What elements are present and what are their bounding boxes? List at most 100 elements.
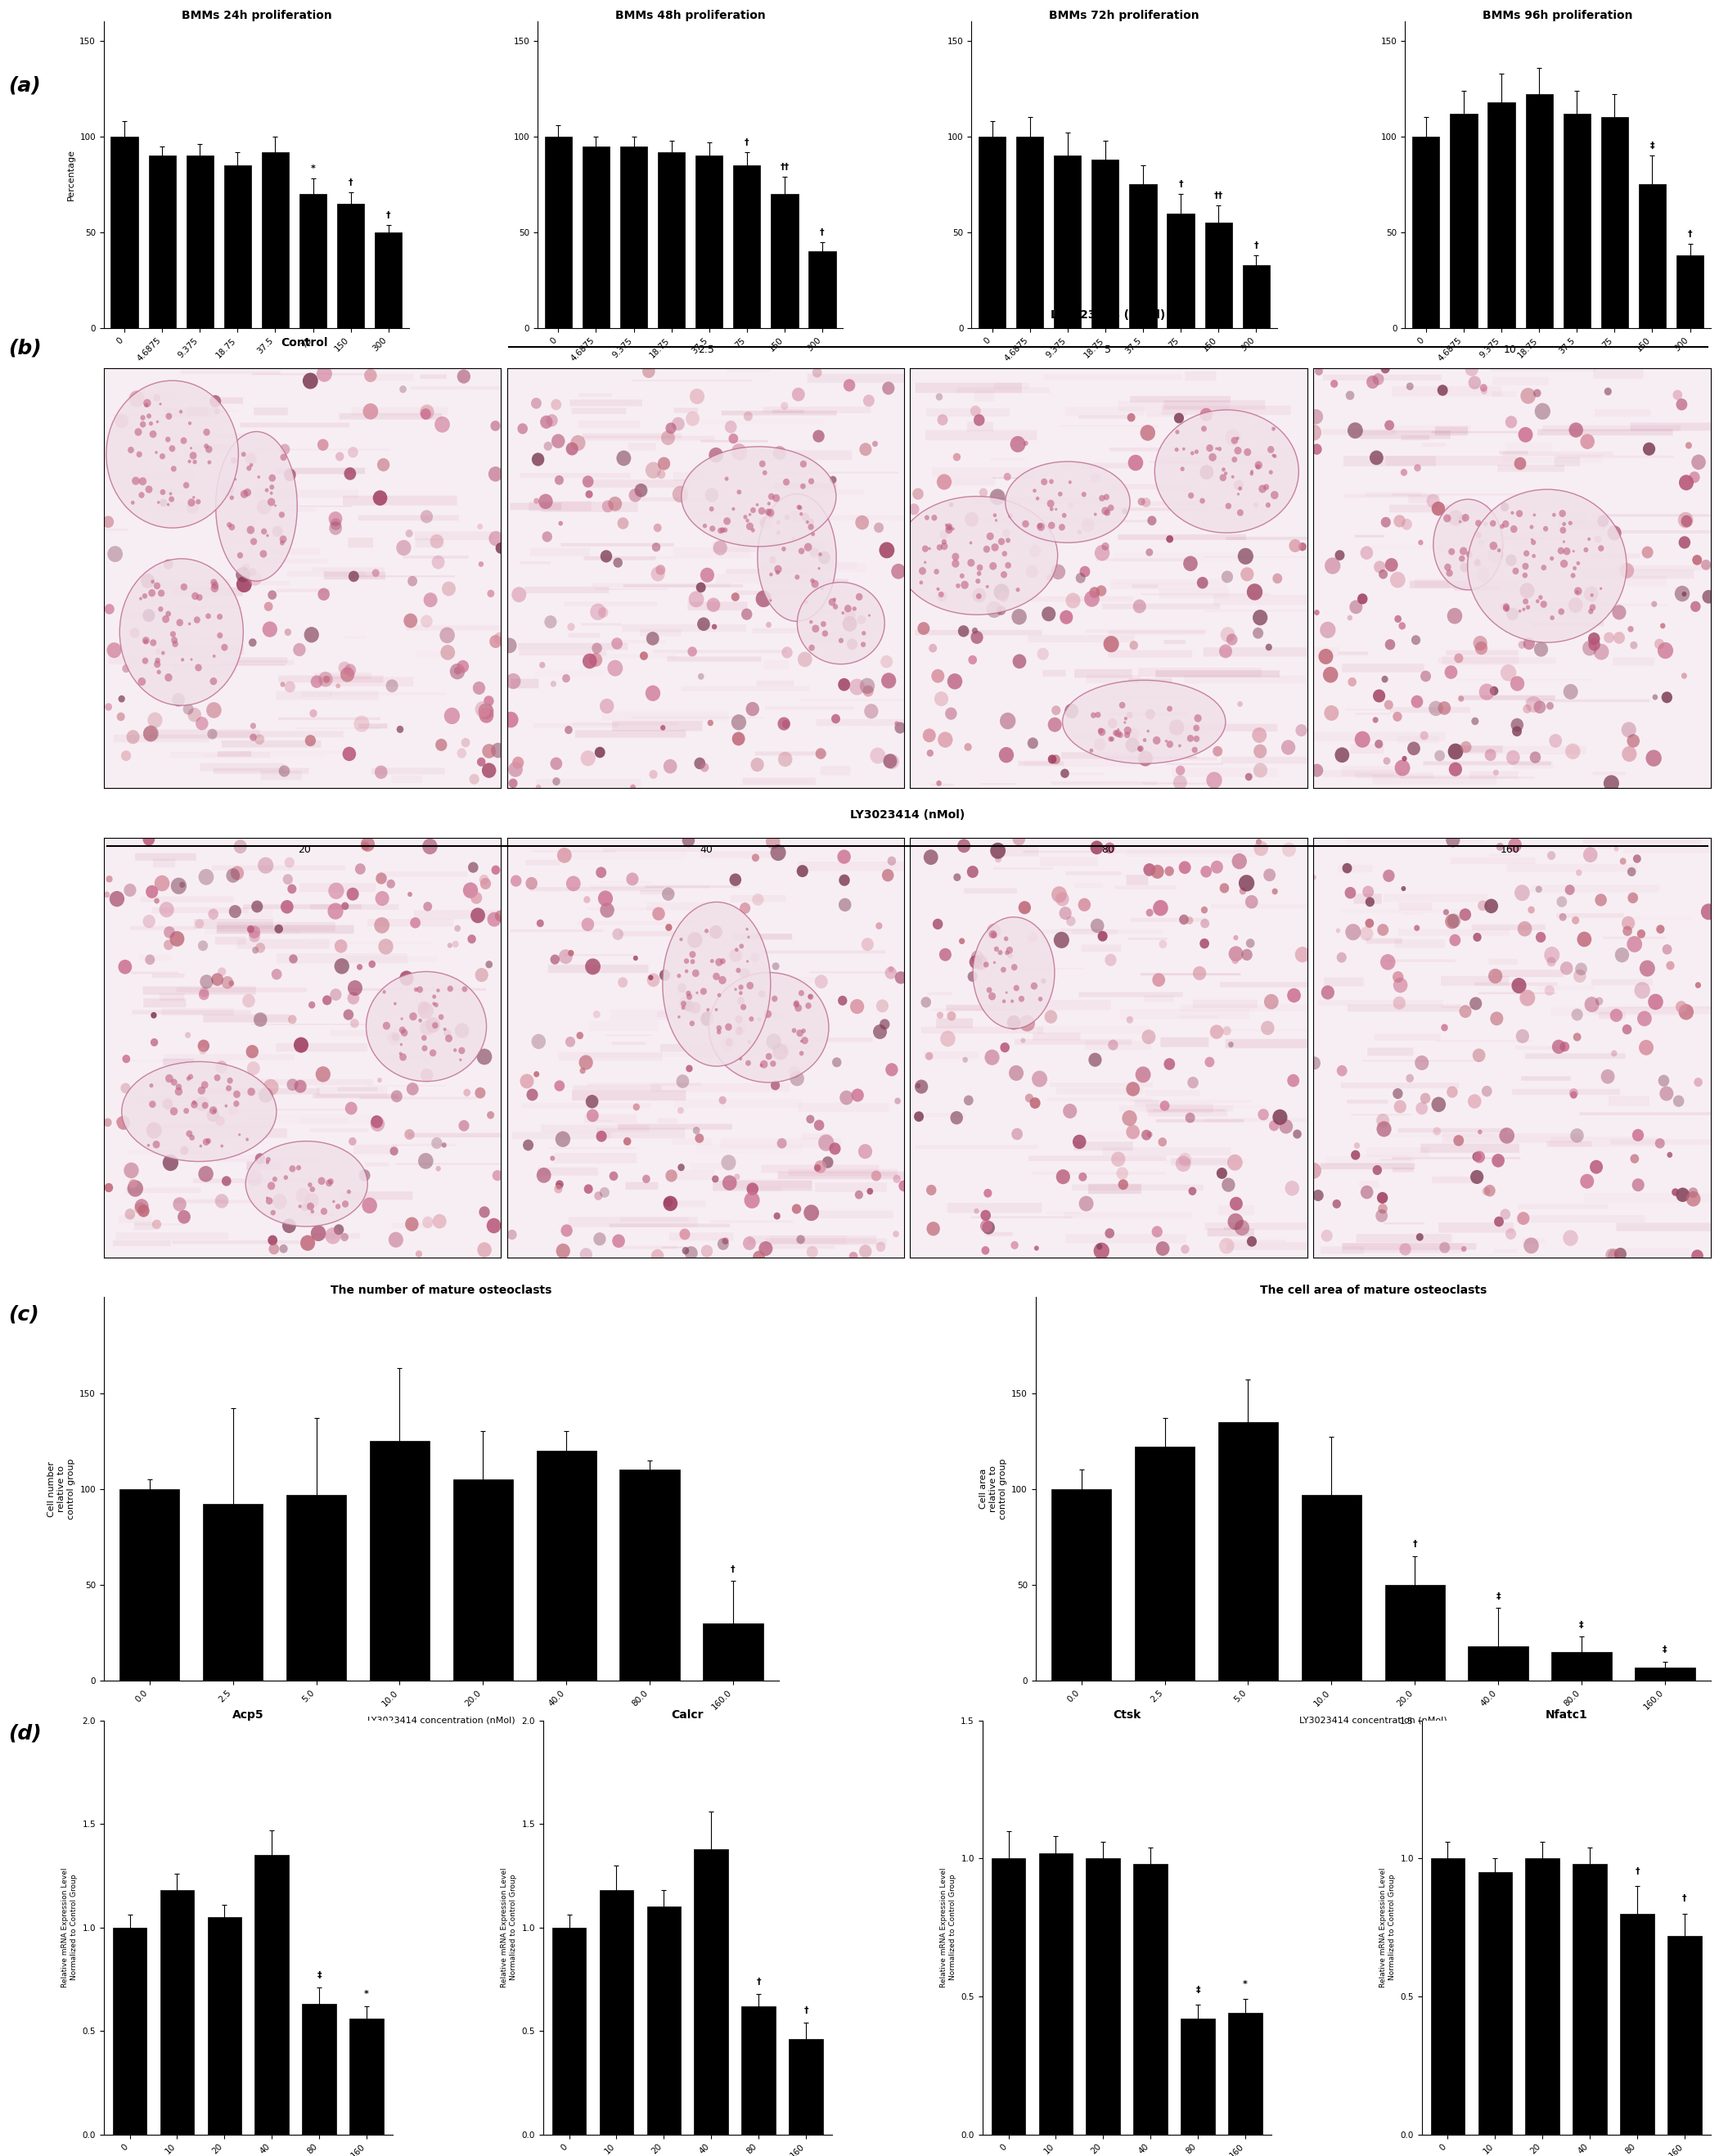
Circle shape <box>475 968 489 981</box>
Circle shape <box>885 755 899 770</box>
Circle shape <box>1104 1229 1115 1238</box>
Circle shape <box>1293 1130 1301 1138</box>
Circle shape <box>712 972 721 981</box>
Circle shape <box>188 707 200 722</box>
Circle shape <box>503 711 518 729</box>
Circle shape <box>327 1179 332 1186</box>
Circle shape <box>990 563 997 569</box>
Circle shape <box>1163 1059 1175 1069</box>
Circle shape <box>634 483 648 498</box>
Circle shape <box>828 597 836 606</box>
FancyBboxPatch shape <box>1085 630 1206 634</box>
Circle shape <box>1348 614 1353 621</box>
FancyBboxPatch shape <box>1227 1242 1334 1250</box>
Circle shape <box>1600 586 1602 591</box>
Circle shape <box>871 1171 881 1181</box>
FancyBboxPatch shape <box>726 569 814 573</box>
Circle shape <box>937 392 943 401</box>
Bar <box>1572 1865 1607 2134</box>
Circle shape <box>458 1048 465 1054</box>
Circle shape <box>1590 604 1595 610</box>
Bar <box>1526 1858 1560 2134</box>
Bar <box>741 2005 776 2134</box>
Circle shape <box>1560 526 1566 533</box>
Circle shape <box>987 923 1001 938</box>
Circle shape <box>766 1052 772 1061</box>
Circle shape <box>1075 573 1085 584</box>
Circle shape <box>233 1091 240 1097</box>
Circle shape <box>230 496 233 500</box>
Circle shape <box>947 1011 956 1020</box>
Circle shape <box>1566 744 1581 759</box>
Circle shape <box>1208 453 1217 461</box>
FancyBboxPatch shape <box>147 489 183 494</box>
FancyBboxPatch shape <box>518 642 627 649</box>
FancyBboxPatch shape <box>688 602 748 610</box>
Circle shape <box>1056 893 1070 906</box>
Circle shape <box>363 403 378 420</box>
Circle shape <box>864 703 878 718</box>
Text: (b): (b) <box>9 338 41 358</box>
Circle shape <box>1185 916 1194 925</box>
FancyBboxPatch shape <box>1132 584 1158 589</box>
FancyBboxPatch shape <box>1443 1134 1581 1143</box>
Circle shape <box>180 410 183 414</box>
Circle shape <box>416 985 423 994</box>
FancyBboxPatch shape <box>1455 746 1503 752</box>
Circle shape <box>1576 561 1579 565</box>
Y-axis label: Relative mRNA Expression Level
Normalized to Control Group: Relative mRNA Expression Level Normalize… <box>1379 1867 1396 1988</box>
Circle shape <box>301 1235 314 1250</box>
Circle shape <box>211 582 219 589</box>
Circle shape <box>781 401 788 410</box>
FancyBboxPatch shape <box>964 888 1018 893</box>
Circle shape <box>142 573 156 589</box>
Circle shape <box>776 530 781 535</box>
Circle shape <box>190 1134 195 1141</box>
Circle shape <box>971 951 983 964</box>
Circle shape <box>1286 1181 1299 1197</box>
Circle shape <box>423 901 432 912</box>
Circle shape <box>118 694 124 703</box>
FancyBboxPatch shape <box>1064 1212 1192 1218</box>
FancyBboxPatch shape <box>213 768 309 774</box>
Circle shape <box>1598 545 1604 552</box>
Circle shape <box>1505 416 1517 429</box>
Circle shape <box>1268 1121 1279 1132</box>
Circle shape <box>899 1179 909 1192</box>
FancyBboxPatch shape <box>994 384 1030 388</box>
Circle shape <box>594 746 605 759</box>
Circle shape <box>1185 1112 1196 1123</box>
Circle shape <box>1201 425 1206 431</box>
FancyBboxPatch shape <box>105 528 128 530</box>
Circle shape <box>1220 627 1236 642</box>
Circle shape <box>199 869 214 886</box>
Circle shape <box>539 494 553 509</box>
Text: *: * <box>365 1990 370 1999</box>
Bar <box>1526 95 1553 328</box>
FancyBboxPatch shape <box>240 423 349 427</box>
Circle shape <box>1671 1188 1680 1197</box>
Circle shape <box>785 515 790 520</box>
Circle shape <box>746 936 750 938</box>
Text: †: † <box>1255 241 1258 250</box>
Circle shape <box>582 476 594 487</box>
FancyBboxPatch shape <box>1614 565 1726 571</box>
Circle shape <box>821 621 826 627</box>
FancyBboxPatch shape <box>950 828 1070 839</box>
FancyBboxPatch shape <box>985 517 1097 526</box>
Text: 10: 10 <box>1503 345 1517 356</box>
FancyBboxPatch shape <box>588 1082 700 1087</box>
FancyBboxPatch shape <box>1028 1156 1166 1162</box>
Circle shape <box>995 856 1002 862</box>
Text: ††: †† <box>1213 192 1223 201</box>
Bar <box>1087 1858 1120 2134</box>
FancyBboxPatch shape <box>330 692 446 694</box>
Circle shape <box>1011 964 1018 970</box>
Circle shape <box>477 524 482 530</box>
FancyBboxPatch shape <box>1149 461 1199 464</box>
FancyBboxPatch shape <box>159 994 185 1000</box>
Circle shape <box>1455 653 1464 664</box>
Circle shape <box>721 1156 736 1171</box>
FancyBboxPatch shape <box>1400 903 1433 910</box>
Circle shape <box>759 990 766 998</box>
